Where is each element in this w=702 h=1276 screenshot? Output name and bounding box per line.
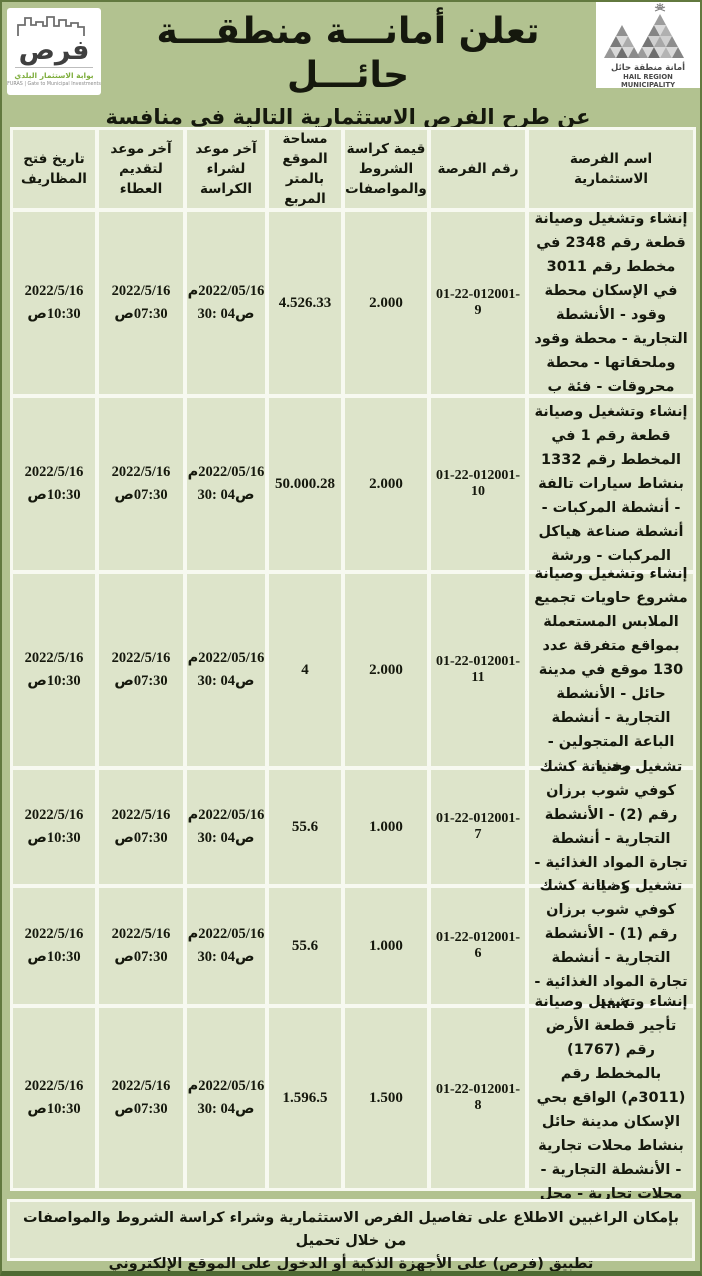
footer-note: بإمكان الراغبين الاطلاع على تفاصيل الفرص… xyxy=(7,1199,695,1271)
opportunity-name-cell: إنشاء وتشغيل وصيانة قطعة رقم 2348 في مخط… xyxy=(529,211,693,395)
bid-deadline-cell: 2022/5/16 07:30ص xyxy=(99,1008,183,1188)
column-header-booklet-value: قيمة كراسة الشروط والمواصفات xyxy=(345,130,427,208)
furas-wordmark: فرص xyxy=(18,35,90,66)
bid-deadline-cell: 2022/5/16 07:30ص xyxy=(99,398,183,570)
envelope-opening-cell: 2022/5/16 10:30ص xyxy=(13,212,95,394)
footer-line1: بإمكان الراغبين الاطلاع على تفاصيل الفرص… xyxy=(23,1210,679,1249)
booklet-value-cell: 2.000 xyxy=(345,574,427,766)
bid-deadline-cell: 2022/5/16 07:30ص xyxy=(99,888,183,1004)
opportunity-name-cell: تشغيل وصيانة كشك كوفي شوب برزان رقم (2) … xyxy=(529,759,693,895)
booklet-value-cell: 2.000 xyxy=(345,398,427,570)
bid-deadline-cell: 2022/5/16 07:30ص xyxy=(99,574,183,766)
column-header-envelope-opening: تاريخ فتح المظاريف xyxy=(13,130,95,208)
divider xyxy=(15,67,93,68)
hail-municipality-logo: أمانة منطقة حائل HAIL REGION MUNICIPALIT… xyxy=(596,2,700,88)
site-area-cell: 50.000.28 xyxy=(269,398,341,570)
furas-logo: فرص بوابة الاستثمار البلدي FURAS | Gate … xyxy=(7,8,101,95)
page-title: تعلن أمانـــة منطقـــة حائـــل xyxy=(156,11,540,96)
booklet-value-cell: 1.500 xyxy=(345,1008,427,1188)
opportunity-number-cell: 01-22-012001-11 xyxy=(431,574,525,766)
envelope-opening-cell: 2022/5/16 10:30ص xyxy=(13,770,95,884)
opportunity-name-cell: إنشاء وتشغيل وصيانة قطعة رقم 1 في المخطط… xyxy=(529,398,693,570)
column-header-site-area: مساحة الموقع بالمتر المربع xyxy=(269,130,341,208)
column-header-opportunity-name: اسم الفرصة الاستثمارية xyxy=(529,130,693,208)
booklet-value-cell: 1.000 xyxy=(345,770,427,884)
furas-tagline-english: FURAS | Gate to Municipal Investments xyxy=(7,82,101,87)
booklet-value-cell: 1.000 xyxy=(345,888,427,1004)
furas-tagline-arabic: بوابة الاستثمار البلدي xyxy=(14,71,94,80)
buy-deadline-cell: 2022/05/16م ص04 :30 xyxy=(187,398,265,570)
site-area-cell: 1.596.5 xyxy=(269,1008,341,1188)
buy-deadline-cell: 2022/05/16م ص04 :30 xyxy=(187,770,265,884)
hail-mountains-triangles-icon xyxy=(604,3,684,58)
site-area-cell: 4 xyxy=(269,574,341,766)
envelope-opening-cell: 2022/5/16 10:30ص xyxy=(13,1008,95,1188)
palm-swords-emblem-icon xyxy=(654,3,666,12)
opportunity-number-cell: 01-22-012001-6 xyxy=(431,888,525,1004)
buy-deadline-cell: 2022/05/16م ص04 :30 xyxy=(187,888,265,1004)
envelope-opening-cell: 2022/5/16 10:30ص xyxy=(13,888,95,1004)
envelope-opening-cell: 2022/5/16 10:30ص xyxy=(13,398,95,570)
bid-deadline-cell: 2022/5/16 07:30ص xyxy=(99,770,183,884)
opportunity-number-cell: 01-22-012001-10 xyxy=(431,398,525,570)
footer-line2: تطبيق (فرص) على الأجهزة الذكية أو الدخول… xyxy=(108,1256,594,1272)
column-header-opportunity-number: رقم الفرصة xyxy=(431,130,525,208)
column-header-bid-deadline: آخر موعد لتقديم العطاء xyxy=(99,130,183,208)
buy-deadline-cell: 2022/05/16م ص04 :30 xyxy=(187,574,265,766)
opportunity-name-cell: إنشاء وتشغيل وصيانة مشروع حاويات تجميع ا… xyxy=(529,566,693,774)
opportunity-number-cell: 01-22-012001-9 xyxy=(431,212,525,394)
furas-skyline-icon xyxy=(17,16,85,36)
hail-logo-name-arabic: أمانة منطقة حائل xyxy=(610,63,685,73)
hail-logo-name-english: HAIL REGION MUNICIPALITY xyxy=(620,73,676,88)
bid-deadline-cell: 2022/5/16 07:30ص xyxy=(99,212,183,394)
opportunity-number-cell: 01-22-012001-7 xyxy=(431,770,525,884)
site-area-cell: 55.6 xyxy=(269,888,341,1004)
site-area-cell: 55.6 xyxy=(269,770,341,884)
booklet-value-cell: 2.000 xyxy=(345,212,427,394)
site-area-cell: 4.526.33 xyxy=(269,212,341,394)
buy-deadline-cell: 2022/05/16م ص04 :30 xyxy=(187,212,265,394)
opportunity-number-cell: 01-22-012001-8 xyxy=(431,1008,525,1188)
opportunity-name-cell: إنشاء وتشغيل وصيانة تأجير قطعة الأرض رقم… xyxy=(529,994,693,1202)
envelope-opening-cell: 2022/5/16 10:30ص xyxy=(13,574,95,766)
column-header-buy-deadline: آخر موعد لشراء الكراسة xyxy=(187,130,265,208)
opportunities-table: اسم الفرصة الاستثمارية رقم الفرصة قيمة ك… xyxy=(10,127,696,1202)
buy-deadline-cell: 2022/05/16م ص04 :30 xyxy=(187,1008,265,1188)
opportunity-name-cell: تشغيل وصيانة كشك كوفي شوب برزان رقم (1) … xyxy=(529,878,693,1014)
